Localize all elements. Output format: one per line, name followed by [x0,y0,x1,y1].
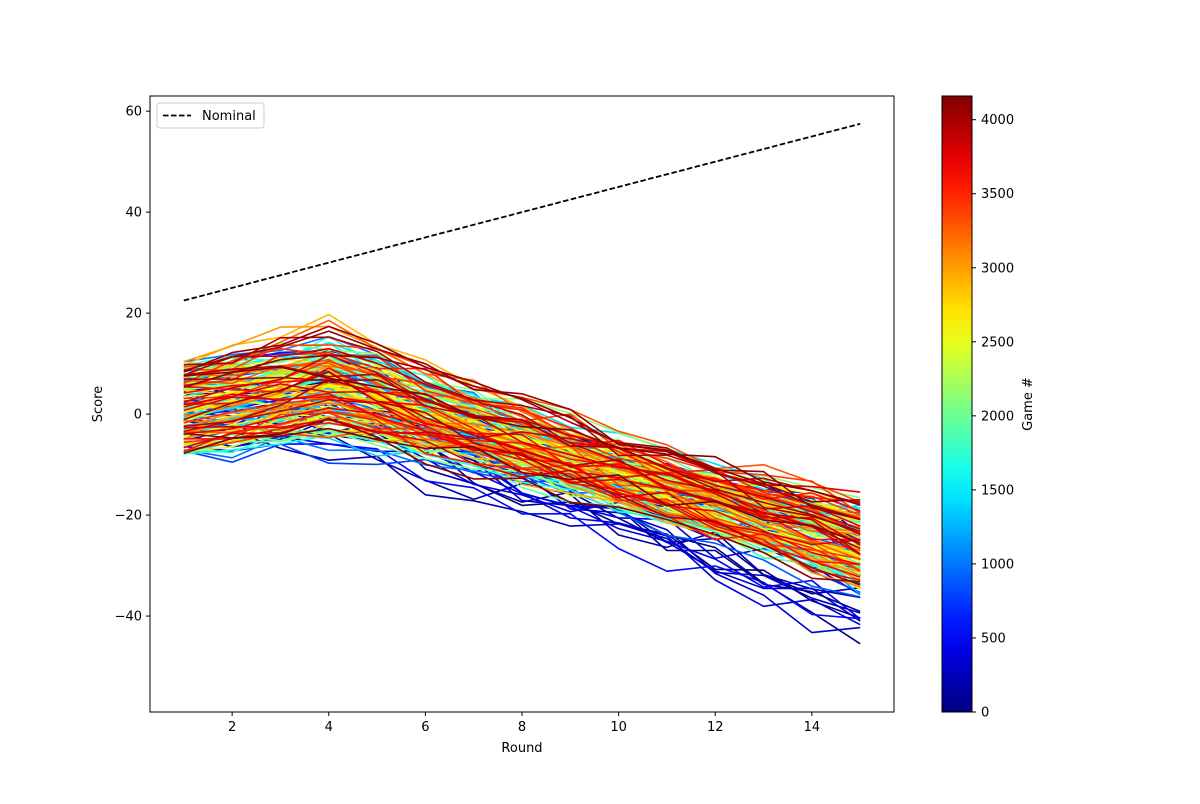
colorbar-label: Game # [1021,377,1036,431]
colorbar [941,95,973,713]
nominal-line [183,122,861,302]
y-axis-label: Score [91,386,106,422]
colorbar-tick-label: 3500 [981,187,1014,202]
colorbar-tick-label: 0 [981,706,989,721]
y-tick-label: 20 [125,307,142,322]
colorbar-tick-label: 4000 [981,113,1014,128]
x-tick-label: 2 [228,720,236,735]
colorbar-tick-label: 2500 [981,335,1014,350]
x-tick-label: 4 [325,720,333,735]
colorbar-tick-label: 2000 [981,409,1014,424]
colorbar-tick-label: 1500 [981,483,1014,498]
game-series-line [183,418,861,546]
game-series-line [183,330,861,521]
game-series-line [183,407,861,527]
legend: Nominal [156,102,265,129]
x-tick-label: 8 [518,720,526,735]
game-series-line [183,371,861,586]
y-tick-label: 0 [134,408,142,423]
game-series-line [183,397,861,572]
game-series-line [183,430,861,614]
y-tick-label: −40 [115,610,142,625]
x-axis-ticks: 2 4 6 8 10 12 14 [228,712,820,735]
nominal-layer [183,122,861,302]
game-series-line [183,376,861,535]
x-tick-label: 10 [610,720,627,735]
game-series-line [183,354,861,503]
game-series-line [183,417,861,583]
legend-nominal-label: Nominal [202,109,256,124]
legend-box [156,102,265,129]
y-axis-ticks: −40 −20 0 20 40 60 [115,105,150,625]
game-series-line [183,427,861,544]
game-series-line [183,366,861,506]
game-series-line [183,434,861,569]
x-axis-label: Round [501,741,542,756]
x-tick-label: 6 [421,720,429,735]
y-tick-label: −20 [115,509,142,524]
x-tick-label: 14 [804,720,821,735]
game-series-line [183,336,861,533]
game-series-line [183,325,861,521]
game-series-line [183,347,861,555]
colorbar-tick-label: 500 [981,631,1006,646]
game-series-line [183,408,861,578]
game-series-line [183,378,861,550]
game-series-line [183,319,861,561]
game-series-line [183,382,861,493]
colorbar-ticks: 0 500 1000 1500 2000 2500 3000 3500 4000 [972,113,1014,721]
game-series-line [183,443,861,620]
y-tick-label: 60 [125,105,142,120]
series-layer [183,313,861,645]
colorbar-tick-label: 3000 [981,261,1014,276]
colorbar-tick-label: 1000 [981,557,1014,572]
x-tick-label: 12 [707,720,724,735]
y-tick-label: 40 [125,206,142,221]
game-series-line [183,382,861,529]
game-series-line [183,347,861,536]
